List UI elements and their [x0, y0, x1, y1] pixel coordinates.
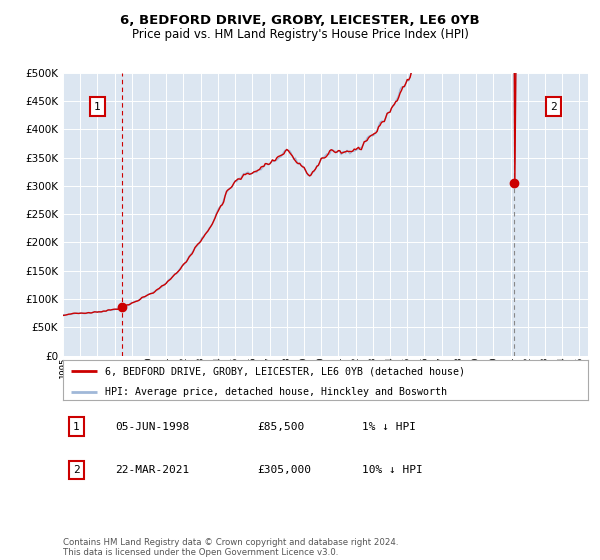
Text: 2: 2 — [550, 102, 557, 112]
Text: 1: 1 — [73, 422, 79, 432]
Text: £85,500: £85,500 — [257, 422, 305, 432]
Text: 2: 2 — [73, 465, 79, 475]
Text: 1: 1 — [94, 102, 101, 112]
Text: 6, BEDFORD DRIVE, GROBY, LEICESTER, LE6 0YB (detached house): 6, BEDFORD DRIVE, GROBY, LEICESTER, LE6 … — [105, 366, 465, 376]
Text: 10% ↓ HPI: 10% ↓ HPI — [362, 465, 423, 475]
Text: Contains HM Land Registry data © Crown copyright and database right 2024.
This d: Contains HM Land Registry data © Crown c… — [63, 538, 398, 557]
Text: 6, BEDFORD DRIVE, GROBY, LEICESTER, LE6 0YB: 6, BEDFORD DRIVE, GROBY, LEICESTER, LE6 … — [120, 14, 480, 27]
Text: 05-JUN-1998: 05-JUN-1998 — [115, 422, 190, 432]
Text: 22-MAR-2021: 22-MAR-2021 — [115, 465, 190, 475]
Text: 1% ↓ HPI: 1% ↓ HPI — [362, 422, 416, 432]
Text: HPI: Average price, detached house, Hinckley and Bosworth: HPI: Average price, detached house, Hinc… — [105, 386, 447, 396]
Text: Price paid vs. HM Land Registry's House Price Index (HPI): Price paid vs. HM Land Registry's House … — [131, 28, 469, 41]
Text: £305,000: £305,000 — [257, 465, 311, 475]
